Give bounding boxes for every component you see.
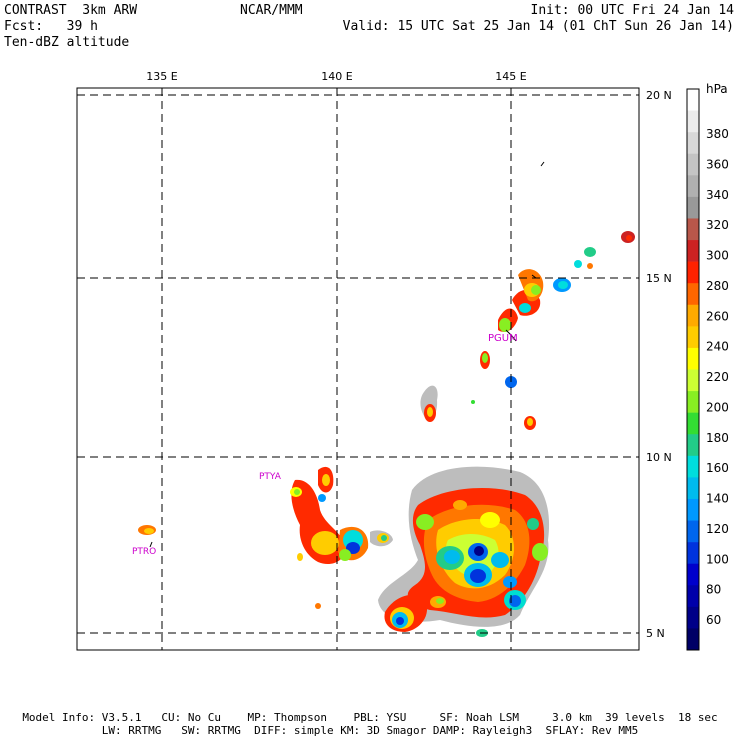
colorbar-swatch xyxy=(687,434,699,457)
colorbar-label: 320 xyxy=(706,218,729,232)
colorbar-swatch xyxy=(687,391,699,413)
lat-label-10: 10 N xyxy=(646,451,672,464)
colorbar-label: 60 xyxy=(706,613,721,627)
colorbar-label: 380 xyxy=(706,127,729,141)
colorbar-label: 240 xyxy=(706,340,729,354)
colorbar-label: 100 xyxy=(706,552,729,566)
echo-cluster-southwest xyxy=(384,594,488,637)
colorbar-swatch xyxy=(687,520,699,543)
echo-cluster-central xyxy=(290,466,393,609)
model-info-line2: LW: RRTMG SW: RRTMG DIFF: simple KM: 3D … xyxy=(101,724,639,737)
lat-label-15: 15 N xyxy=(646,272,672,285)
lon-label-135: 135 E xyxy=(146,70,177,83)
colorbar xyxy=(686,88,700,651)
model-info-line1: Model Info: V3.5.1 CU: No Cu MP: Thompso… xyxy=(22,711,718,724)
colorbar-label: 340 xyxy=(706,188,729,202)
colorbar-swatch xyxy=(687,261,699,284)
echo-layer xyxy=(138,94,635,637)
colorbar-outline xyxy=(686,88,700,651)
colorbar-label: 300 xyxy=(706,249,729,263)
colorbar-swatch xyxy=(687,304,699,327)
colorbar-swatch xyxy=(687,89,699,111)
lat-label-5: 5 N xyxy=(646,627,665,640)
colorbar-label: 180 xyxy=(706,431,729,445)
colorbar-swatch xyxy=(687,606,699,629)
colorbar-labels: 380 360 340 320 300 280 260 240 220 200 180 160 140 1… xyxy=(706,127,729,627)
coastlines xyxy=(149,274,537,548)
colorbar-swatch xyxy=(687,585,699,608)
colorbar-swatch xyxy=(687,542,699,564)
colorbar-swatch xyxy=(687,369,699,392)
map-frame xyxy=(76,87,640,651)
colorbar-swatch xyxy=(687,498,699,521)
colorbar-swatch xyxy=(687,196,699,219)
station-ptya: PTYA xyxy=(259,472,282,482)
colorbar-swatch xyxy=(687,628,699,651)
graticule xyxy=(77,88,639,650)
colorbar-swatch xyxy=(687,477,699,500)
lon-label-140: 140 E xyxy=(321,70,352,83)
saipan-coast xyxy=(531,274,537,279)
colorbar-label: 220 xyxy=(706,370,729,384)
init-time: Init: 00 UTC Fri 24 Jan 14 xyxy=(530,3,735,18)
colorbar-swatch xyxy=(687,110,699,133)
colorbar-label: 200 xyxy=(706,400,729,414)
organization: NCAR/MMM xyxy=(240,3,303,18)
colorbar-swatch xyxy=(687,175,699,198)
palau-coast xyxy=(149,541,153,548)
colorbar-label: 280 xyxy=(706,279,729,293)
colorbar-swatch xyxy=(687,326,699,349)
colorbar-swatch xyxy=(687,218,699,241)
colorbar-swatch xyxy=(687,240,699,262)
guam-coast xyxy=(505,329,517,342)
lat-label-20: 20 N xyxy=(646,89,672,102)
colorbar-label: 360 xyxy=(706,157,729,171)
colorbar-label: 140 xyxy=(706,492,729,506)
colorbar-swatch xyxy=(687,283,699,306)
colorbar-label: 80 xyxy=(706,583,721,597)
colorbar-swatch xyxy=(687,455,699,478)
field-name: Ten-dBZ altitude xyxy=(4,35,130,50)
echo-isolated-middle xyxy=(420,351,536,430)
colorbar-swatch xyxy=(687,412,699,435)
colorbar-swatch xyxy=(687,563,699,586)
station-pgum: PGUM xyxy=(488,333,518,344)
colorbar-label: 120 xyxy=(706,522,729,536)
colorbar-unit: hPa xyxy=(706,82,728,96)
echo-marianas-chain xyxy=(498,231,635,332)
model-title: CONTRAST 3km ARW xyxy=(4,3,138,18)
colorbar-swatch xyxy=(687,347,699,370)
colorbar-swatch xyxy=(687,132,699,155)
echo-ptro xyxy=(138,525,156,535)
station-ptro: PTRO xyxy=(132,547,156,557)
colorbar-label: 160 xyxy=(706,461,729,475)
valid-time: Valid: 15 UTC Sat 25 Jan 14 (01 ChT Sun … xyxy=(342,19,734,34)
colorbar-swatch xyxy=(687,153,699,176)
colorbar-label: 260 xyxy=(706,309,729,323)
forecast-hour: Fcst: 39 h xyxy=(4,19,98,34)
echo-cluster-south xyxy=(378,466,550,627)
lon-label-145: 145 E xyxy=(495,70,526,83)
